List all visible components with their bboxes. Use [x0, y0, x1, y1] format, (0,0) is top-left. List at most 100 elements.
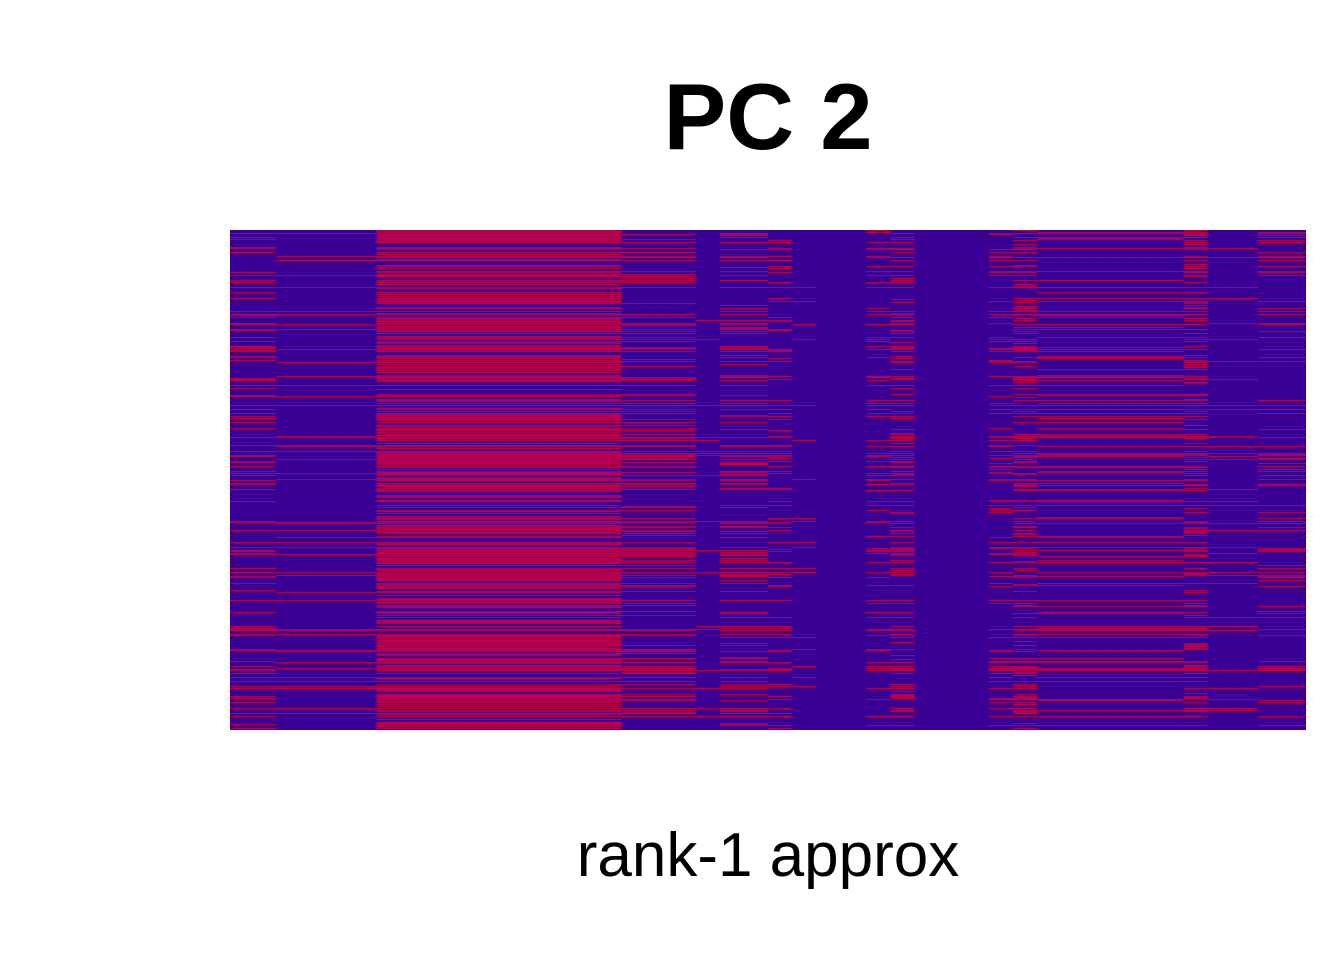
heatmap-cell [890, 249, 915, 251]
heatmap-cell [719, 327, 768, 329]
heatmap-cell [376, 271, 622, 273]
heatmap-cell [376, 326, 622, 328]
heatmap-cell [376, 341, 622, 343]
heatmap-cell [376, 437, 622, 439]
heatmap-cell [1183, 366, 1208, 368]
heatmap-cell [890, 649, 915, 651]
heatmap-cell [890, 385, 915, 387]
heatmap-cell [376, 458, 622, 460]
heatmap-cell [988, 501, 1013, 503]
heatmap-cell [1012, 711, 1037, 713]
heatmap-cell [768, 400, 793, 402]
heatmap-cell [1037, 662, 1184, 664]
heatmap-cell [768, 349, 793, 351]
heatmap-cell [276, 542, 377, 544]
heatmap-cell [376, 479, 622, 481]
heatmap-cell [890, 655, 915, 657]
heatmap-cell [376, 385, 622, 387]
heatmap-cell [1012, 708, 1037, 710]
heatmap-cell [988, 413, 1013, 415]
heatmap-cell [376, 368, 622, 370]
heatmap-cell [890, 446, 915, 448]
heatmap-cell [890, 443, 915, 445]
heatmap-cell [719, 531, 768, 533]
heatmap-cell [792, 666, 817, 668]
heatmap-cell [621, 526, 696, 528]
heatmap-cell [376, 611, 622, 613]
heatmap-cell [1012, 378, 1037, 380]
heatmap-column-5 [695, 320, 720, 718]
heatmap-cell [1183, 606, 1208, 608]
heatmap-cell [376, 381, 622, 383]
heatmap-cell [719, 311, 768, 313]
heatmap-cell [230, 379, 277, 381]
heatmap-cell [1183, 292, 1208, 294]
heatmap-column-11 [890, 233, 915, 727]
heatmap-cell [1037, 453, 1184, 455]
heatmap-cell [376, 497, 622, 499]
heatmap-cell [376, 415, 622, 417]
heatmap-cell [376, 612, 622, 614]
heatmap-cell [230, 713, 277, 715]
heatmap-cell [719, 451, 768, 453]
heatmap-cell [988, 341, 1013, 343]
heatmap-cell [890, 630, 915, 632]
heatmap-cell [719, 484, 768, 486]
heatmap-cell [719, 472, 768, 474]
heatmap-cell [866, 480, 891, 482]
heatmap-cell [1012, 483, 1037, 485]
heatmap-cell [621, 696, 696, 698]
heatmap-cell [719, 260, 768, 262]
heatmap-cell [1037, 349, 1184, 351]
heatmap-cell [376, 678, 622, 680]
heatmap-cell [1012, 333, 1037, 335]
heatmap-cell [376, 463, 622, 465]
heatmap-cell [376, 256, 622, 258]
heatmap-cell [1207, 501, 1258, 503]
heatmap-cell [376, 574, 622, 576]
heatmap-cell [1037, 377, 1184, 379]
heatmap-cell [719, 533, 768, 535]
heatmap-cell [866, 699, 891, 701]
heatmap-cell [1037, 400, 1184, 402]
heatmap-cell [866, 650, 891, 652]
heatmap-cell [1012, 713, 1037, 715]
heatmap-cell [1183, 615, 1208, 617]
heatmap-cell [376, 488, 622, 490]
heatmap-cell [1257, 577, 1306, 579]
heatmap-cell [768, 437, 793, 439]
heatmap-cell [376, 655, 622, 657]
heatmap-cell [768, 266, 793, 268]
heatmap-cell [376, 324, 622, 326]
heatmap-cell [621, 535, 696, 537]
heatmap-cell [1183, 318, 1208, 320]
heatmap-cell [230, 568, 277, 570]
heatmap-cell [1037, 606, 1184, 608]
heatmap-cell [230, 428, 277, 430]
heatmap-cell [719, 405, 768, 407]
heatmap-cell [376, 701, 622, 703]
heatmap-cell [890, 317, 915, 319]
heatmap-cell [1012, 380, 1037, 382]
heatmap-cell [230, 341, 277, 343]
heatmap-cell [276, 668, 377, 670]
heatmap-cell [1012, 300, 1037, 302]
heatmap-cell [376, 484, 622, 486]
heatmap-cell [866, 266, 891, 268]
heatmap-cell [1012, 667, 1037, 669]
heatmap-cell [1207, 339, 1258, 341]
heatmap-cell [988, 600, 1013, 602]
heatmap-cell [1183, 451, 1208, 453]
heatmap-cell [376, 548, 622, 550]
heatmap-cell [988, 458, 1013, 460]
heatmap-cell [890, 324, 915, 326]
heatmap-cell [230, 628, 277, 630]
heatmap-cell [376, 660, 622, 662]
heatmap-cell [1257, 240, 1306, 242]
heatmap-cell [768, 445, 793, 447]
heatmap-cell [792, 686, 817, 688]
heatmap-cell [1037, 489, 1184, 491]
heatmap-cell [1012, 266, 1037, 268]
heatmap-cell [376, 478, 622, 480]
heatmap-cell [376, 414, 622, 416]
